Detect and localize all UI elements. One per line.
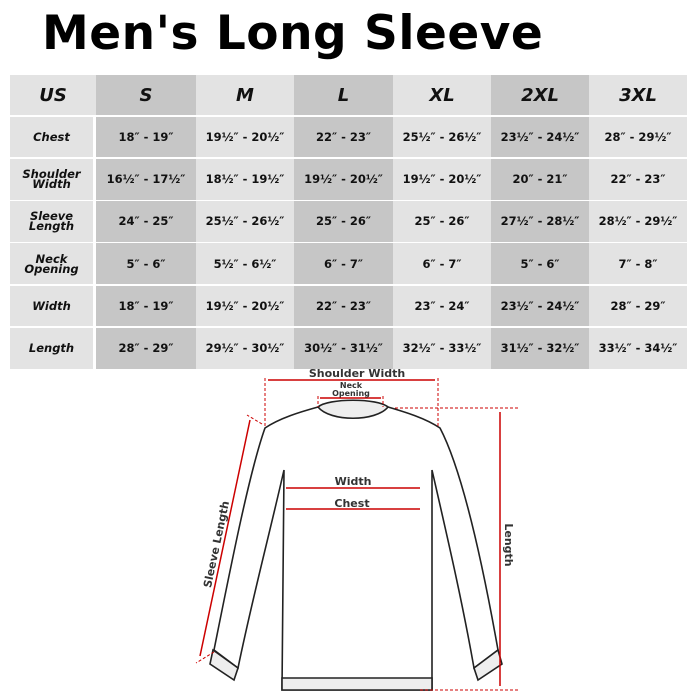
table-cell: 5″ - 6″ [491, 243, 589, 285]
width-label: Width [335, 475, 372, 488]
page-title: Men's Long Sleeve [42, 6, 544, 61]
size-header: S [96, 75, 196, 115]
table-cell: 18″ - 19″ [96, 285, 196, 327]
row-label: Width [10, 285, 93, 327]
table-cell: 6″ - 7″ [294, 243, 393, 285]
table-cell: 28″ - 29″ [589, 285, 687, 327]
row-label: Chest [10, 116, 93, 158]
table-cell: 22″ - 23″ [589, 158, 687, 200]
row-label: Neck Opening [10, 243, 93, 285]
table-cell: 6″ - 7″ [393, 243, 491, 285]
table-cell: 19½″ - 20½″ [196, 285, 294, 327]
chest-label: Chest [334, 497, 369, 510]
table-cell: 5½″ - 6½″ [196, 243, 294, 285]
table-cell: 27½″ - 28½″ [491, 201, 589, 242]
table-cell: 33½″ - 34½″ [589, 327, 687, 369]
table-cell: 29½″ - 30½″ [196, 327, 294, 369]
table-cell: 28½″ - 29½″ [589, 201, 687, 242]
shirt-outline-icon [209, 399, 503, 691]
neck-opening-label-1: Neck [340, 381, 363, 390]
table-cell: 19½″ - 20½″ [393, 158, 491, 200]
size-chart-table: US S M L XL 2XL 3XL Chest 18″ - 19″ 19½″ - 20½″ 22… [10, 75, 690, 369]
table-cell: 30½″ - 31½″ [294, 327, 393, 369]
table-cell: 28″ - 29½″ [589, 116, 687, 158]
size-header: L [294, 75, 393, 115]
table-cell: 19½″ - 20½″ [294, 158, 393, 200]
neck-opening-label-2: Opening [332, 389, 370, 398]
table-cell: 23½″ - 24½″ [491, 116, 589, 158]
size-header: XL [393, 75, 491, 115]
table-cell: 18½″ - 19½″ [196, 158, 294, 200]
row-label: Sleeve Length [10, 201, 93, 242]
size-header: M [196, 75, 294, 115]
table-cell: 24″ - 25″ [96, 201, 196, 242]
table-cell: 23½″ - 24½″ [491, 285, 589, 327]
row-label: Shoulder Width [10, 158, 93, 200]
sleeve-length-label: Sleeve Length [201, 500, 232, 589]
table-cell: 16½″ - 17½″ [96, 158, 196, 200]
table-cell: 22″ - 23″ [294, 116, 393, 158]
table-cell: 23″ - 24″ [393, 285, 491, 327]
row-label: Length [10, 327, 93, 369]
table-cell: 32½″ - 33½″ [393, 327, 491, 369]
table-cell: 25″ - 26″ [393, 201, 491, 242]
length-label: Length [502, 523, 515, 566]
measurement-arrows [199, 379, 501, 686]
table-cell: 28″ - 29″ [96, 327, 196, 369]
table-cell: 22″ - 23″ [294, 285, 393, 327]
us-header: US [10, 75, 96, 115]
measurement-guides [195, 378, 520, 691]
table-cell: 19½″ - 20½″ [196, 116, 294, 158]
table-cell: 25½″ - 26½″ [196, 201, 294, 242]
table-cell: 31½″ - 32½″ [491, 327, 589, 369]
table-cell: 25″ - 26″ [294, 201, 393, 242]
table-cell: 18″ - 19″ [96, 116, 196, 158]
table-cell: 5″ - 6″ [96, 243, 196, 285]
table-cell: 20″ - 21″ [491, 158, 589, 200]
size-header: 3XL [589, 75, 687, 115]
table-cell: 7″ - 8″ [589, 243, 687, 285]
shoulder-width-label: Shoulder Width [309, 367, 405, 380]
size-header: 2XL [491, 75, 589, 115]
table-cell: 25½″ - 26½″ [393, 116, 491, 158]
